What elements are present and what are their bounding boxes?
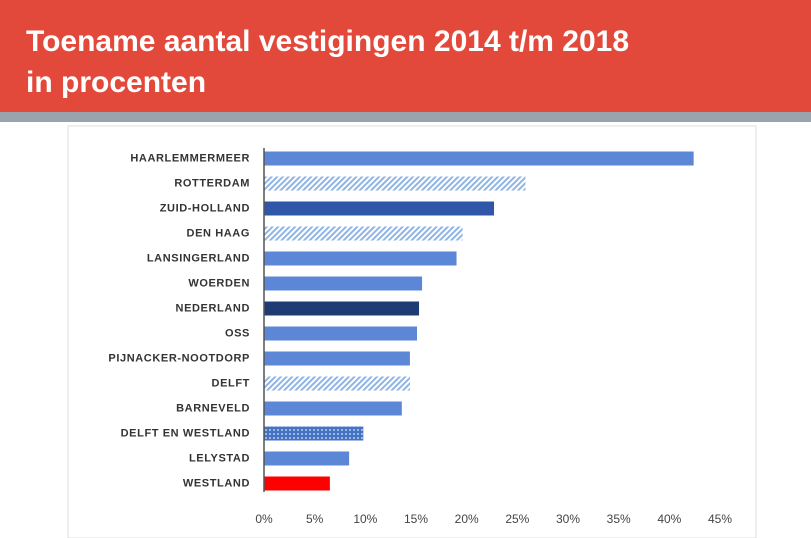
y-tick-label: WESTLAND: [183, 477, 250, 489]
x-tick-label: 10%: [353, 512, 377, 526]
bar: [264, 151, 694, 166]
bar: [264, 326, 418, 341]
y-tick-label: LANSINGERLAND: [147, 252, 250, 264]
bar: [264, 426, 364, 441]
y-tick-label: ROTTERDAM: [174, 177, 250, 189]
bar: [264, 201, 495, 216]
x-tick-label: 5%: [306, 512, 324, 526]
y-tick-label: LELYSTAD: [189, 452, 250, 464]
bar: [264, 376, 410, 391]
bar: [264, 476, 330, 491]
bar: [264, 251, 457, 266]
bar: [264, 276, 423, 291]
chart-title: in procenten: [26, 66, 206, 99]
x-tick-label: 0%: [255, 512, 273, 526]
y-tick-label: HAARLEMMERMEER: [130, 152, 250, 164]
chart-title: Toename aantal vestigingen 2014 t/m 2018: [26, 25, 629, 58]
y-tick-label: BARNEVELD: [176, 402, 250, 414]
x-tick-label: 20%: [455, 512, 479, 526]
x-tick-label: 35%: [607, 512, 631, 526]
y-tick-label: WOERDEN: [188, 277, 250, 289]
y-tick-label: DELFT EN WESTLAND: [121, 427, 250, 439]
bar: [264, 226, 463, 241]
bar: [264, 401, 402, 416]
x-tick-label: 25%: [505, 512, 529, 526]
y-tick-label: OSS: [225, 327, 250, 339]
bar: [264, 301, 420, 316]
x-tick-label: 15%: [404, 512, 428, 526]
bar: [264, 351, 410, 366]
header-band: [0, 0, 811, 112]
x-tick-label: 40%: [657, 512, 681, 526]
y-tick-label: PIJNACKER-NOOTDORP: [108, 352, 250, 364]
y-tick-label: DEN HAAG: [187, 227, 250, 239]
header-strip: [0, 112, 811, 122]
bar: [264, 451, 350, 466]
bar: [264, 176, 526, 191]
x-tick-label: 30%: [556, 512, 580, 526]
x-tick-label: 45%: [708, 512, 732, 526]
y-tick-label: NEDERLAND: [176, 302, 250, 314]
y-tick-label: ZUID-HOLLAND: [160, 202, 250, 214]
y-tick-label: DELFT: [212, 377, 250, 389]
